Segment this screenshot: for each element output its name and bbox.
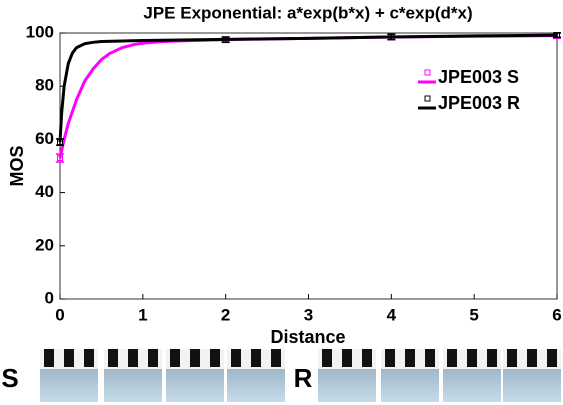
legend-marker (424, 69, 431, 76)
thumbnail-bar (210, 349, 220, 367)
thumbnail-bar (362, 349, 372, 367)
thumbnail-bar (467, 349, 477, 367)
x-tick-label: 3 (304, 305, 313, 324)
thumbnail-bar (148, 349, 158, 367)
x-tick-label: 2 (221, 305, 230, 324)
x-tick-label: 5 (469, 305, 478, 324)
thumbnail-bar (385, 349, 395, 367)
y-axis-label: MOS (7, 145, 27, 186)
thumbnail-bar (322, 349, 332, 367)
thumbnail-bar (108, 349, 118, 367)
x-axis-label: Distance (270, 327, 345, 347)
x-tick-label: 1 (138, 305, 147, 324)
thumbnail-bar (405, 349, 415, 367)
thumbnail-bar (128, 349, 138, 367)
thumbnail-bar (64, 349, 74, 367)
x-tick-label: 6 (552, 305, 561, 324)
point (388, 33, 395, 40)
thumbnail-bar (447, 349, 457, 367)
thumbnail-bar (507, 349, 517, 367)
thumbnail-bar (190, 349, 200, 367)
legend-marker (424, 95, 431, 102)
fit-line (58, 33, 558, 143)
panel-label: R (294, 363, 313, 393)
thumbnail-bar (527, 349, 537, 367)
thumbnail-bar (251, 349, 261, 367)
thumbnail-bar (84, 349, 94, 367)
thumbnail-bar (425, 349, 435, 367)
x-tick-label: 0 (55, 305, 64, 324)
x-tick-label: 4 (387, 305, 397, 324)
thumbnail-bar (271, 349, 281, 367)
thumbnail-bar (547, 349, 557, 367)
y-tick-label: 0 (45, 288, 54, 307)
thumbnail-bar (44, 349, 54, 367)
panel-label: S (1, 363, 18, 393)
thumbnail-bar (231, 349, 241, 367)
point (57, 139, 63, 146)
y-tick-label: 100 (26, 22, 54, 41)
point (554, 32, 560, 39)
thumbnail-bar (487, 349, 497, 367)
chart-title: JPE Exponential: a*exp(b*x) + c*exp(d*x) (143, 3, 472, 22)
thumbnail-bar (342, 349, 352, 367)
y-tick-label: 60 (35, 129, 54, 148)
y-tick-label: 80 (35, 76, 54, 95)
y-tick-label: 40 (35, 182, 54, 201)
thumbnail-bar (170, 349, 180, 367)
point (222, 36, 229, 43)
legend-label: JPE003 R (438, 93, 520, 113)
y-tick-label: 20 (35, 235, 54, 254)
point (57, 155, 63, 162)
legend-label: JPE003 S (438, 67, 519, 87)
